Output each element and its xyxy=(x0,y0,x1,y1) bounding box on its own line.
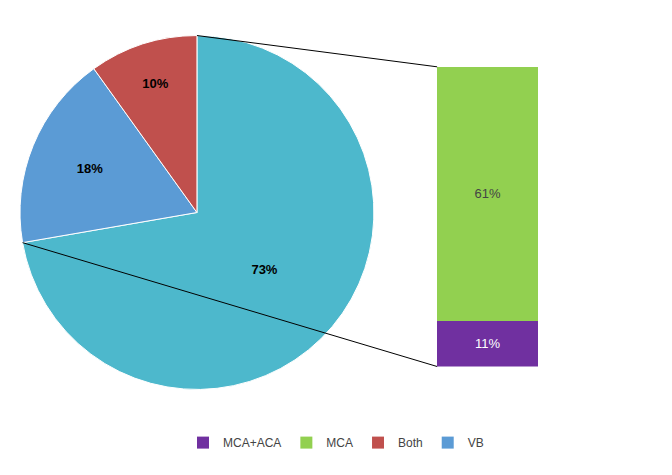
svg-text:MCA: MCA xyxy=(326,436,353,450)
svg-text:11%: 11% xyxy=(475,336,500,351)
svg-text:Both: Both xyxy=(398,436,423,450)
svg-text:73%: 73% xyxy=(251,262,277,277)
svg-text:10%: 10% xyxy=(142,76,168,91)
svg-text:61%: 61% xyxy=(474,186,500,201)
svg-text:VB: VB xyxy=(468,436,484,450)
svg-text:MCA+ACA: MCA+ACA xyxy=(223,436,281,450)
svg-text:18%: 18% xyxy=(77,161,103,176)
